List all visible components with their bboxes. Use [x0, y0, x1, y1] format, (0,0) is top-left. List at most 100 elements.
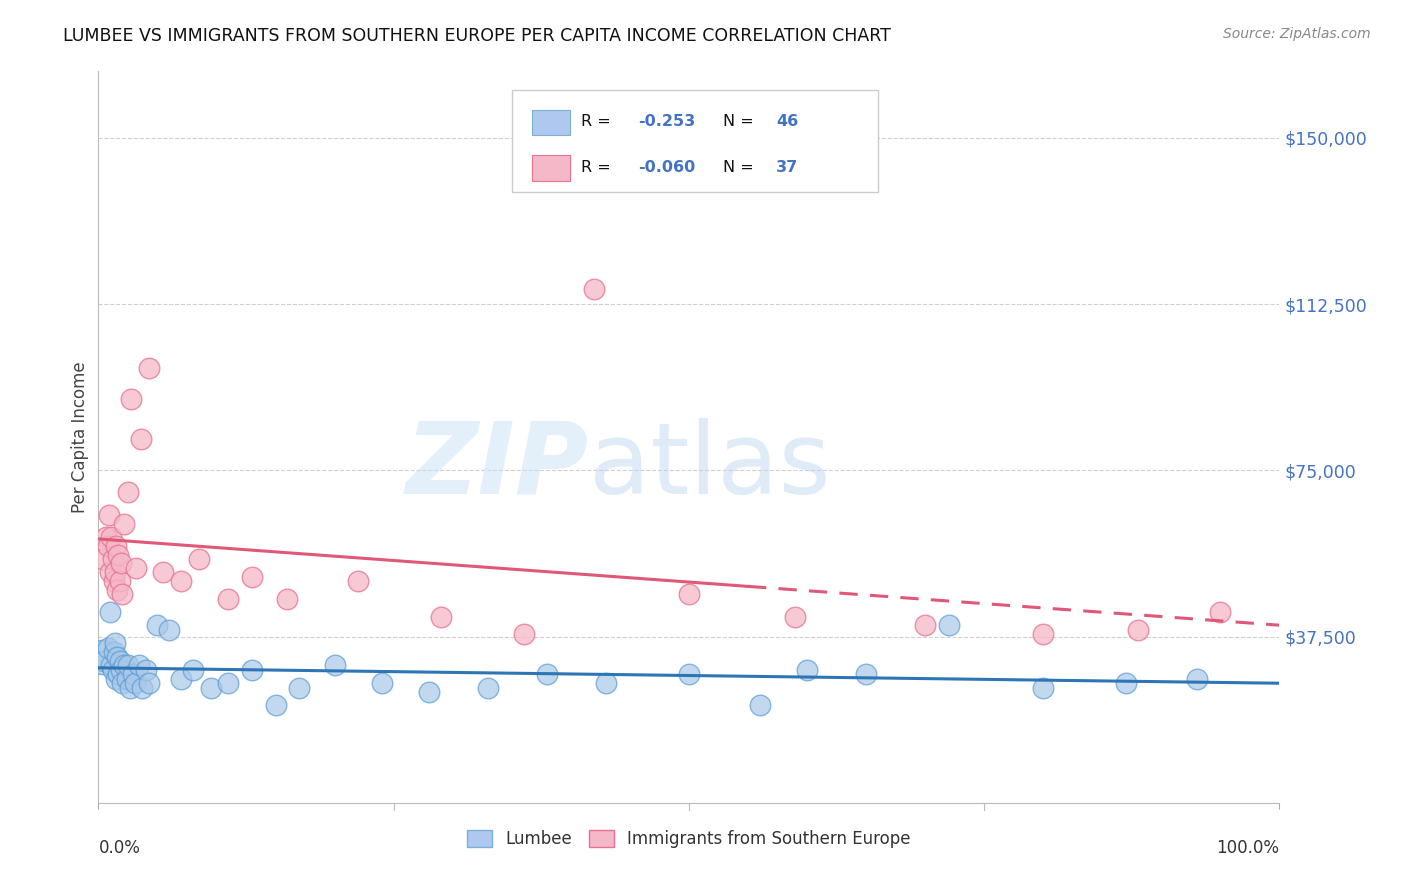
Point [1185, 672, 1208, 686]
Point [103, 645, 125, 659]
Point [430, 609, 453, 624]
Point [124, 676, 146, 690]
Point [135, 663, 157, 677]
Point [117, 658, 139, 673]
Point [112, 516, 135, 531]
Point [121, 667, 143, 681]
Bar [531, 155, 569, 181]
Point [938, 618, 960, 632]
Point [128, 658, 150, 673]
Point [181, 663, 204, 677]
Point [796, 663, 818, 677]
Point [108, 654, 131, 668]
Point [98, 566, 121, 580]
Point [121, 392, 143, 407]
Text: N =: N = [723, 160, 759, 175]
Point [855, 667, 877, 681]
Point [105, 582, 128, 597]
Point [785, 609, 807, 624]
Text: atlas: atlas [589, 417, 830, 515]
Point [678, 587, 700, 601]
FancyBboxPatch shape [512, 90, 877, 192]
Point [108, 574, 131, 589]
Point [104, 566, 127, 580]
Legend: Lumbee, Immigrants from Southern Europe: Lumbee, Immigrants from Southern Europe [458, 822, 920, 856]
Point [477, 681, 499, 695]
Text: R =: R = [582, 114, 616, 129]
Point [240, 570, 263, 584]
Point [1126, 623, 1149, 637]
Text: 37: 37 [776, 160, 799, 175]
Point [1115, 676, 1137, 690]
Text: 46: 46 [776, 114, 799, 129]
Point [217, 676, 239, 690]
Point [107, 667, 129, 681]
Point [276, 591, 298, 606]
Point [678, 667, 700, 681]
Text: ZIP: ZIP [405, 417, 589, 515]
Point [91, 649, 114, 664]
Point [138, 676, 160, 690]
Point [371, 676, 394, 690]
Y-axis label: Per Capita Income: Per Capita Income [70, 361, 89, 513]
Point [170, 574, 193, 589]
Point [110, 663, 132, 677]
Point [1032, 681, 1054, 695]
Point [131, 681, 153, 695]
Point [595, 676, 617, 690]
Point [94, 530, 117, 544]
Text: 100.0%: 100.0% [1216, 839, 1279, 857]
Point [323, 658, 346, 673]
Point [512, 627, 534, 641]
Point [138, 361, 160, 376]
Point [288, 681, 311, 695]
Point [105, 649, 128, 664]
Point [112, 658, 135, 673]
Bar [531, 110, 569, 136]
Point [217, 591, 239, 606]
Point [157, 623, 180, 637]
Point [103, 574, 125, 589]
Point [105, 672, 128, 686]
Point [240, 663, 263, 677]
Point [536, 667, 558, 681]
Point [187, 552, 209, 566]
Point [91, 552, 114, 566]
Point [100, 530, 122, 544]
Text: -0.253: -0.253 [638, 114, 696, 129]
Point [1209, 605, 1232, 619]
Text: LUMBEE VS IMMIGRANTS FROM SOUTHERN EUROPE PER CAPITA INCOME CORRELATION CHART: LUMBEE VS IMMIGRANTS FROM SOUTHERN EUROP… [63, 27, 891, 45]
Point [418, 685, 440, 699]
Point [129, 432, 152, 446]
Point [115, 672, 138, 686]
Point [125, 561, 148, 575]
Text: R =: R = [582, 160, 616, 175]
Point [110, 557, 132, 571]
Point [93, 654, 115, 668]
Point [583, 282, 606, 296]
Point [97, 539, 120, 553]
Point [170, 672, 193, 686]
Point [101, 552, 124, 566]
Point [100, 658, 122, 673]
Point [98, 508, 121, 522]
Point [111, 587, 134, 601]
Point [98, 605, 121, 619]
Point [1032, 627, 1054, 641]
Point [200, 681, 222, 695]
Point [104, 636, 127, 650]
Point [120, 681, 142, 695]
Point [264, 698, 287, 713]
Point [347, 574, 370, 589]
Text: 0.0%: 0.0% [98, 839, 141, 857]
Point [914, 618, 936, 632]
Point [111, 676, 134, 690]
Text: -0.060: -0.060 [638, 160, 696, 175]
Point [117, 485, 139, 500]
Point [748, 698, 770, 713]
Point [101, 663, 124, 677]
Point [107, 548, 129, 562]
Point [152, 566, 174, 580]
Text: Source: ZipAtlas.com: Source: ZipAtlas.com [1223, 27, 1371, 41]
Point [146, 618, 169, 632]
